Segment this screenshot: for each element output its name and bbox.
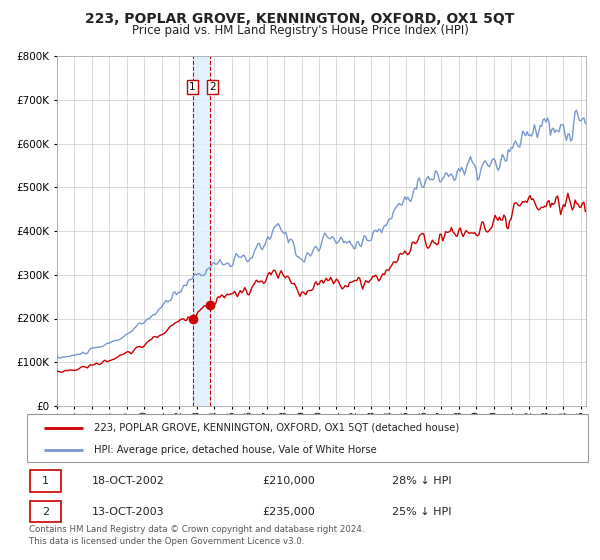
FancyBboxPatch shape <box>30 470 61 492</box>
Text: 13-OCT-2003: 13-OCT-2003 <box>92 507 164 517</box>
Text: 2: 2 <box>41 507 49 517</box>
Text: 1: 1 <box>42 476 49 486</box>
Text: Price paid vs. HM Land Registry's House Price Index (HPI): Price paid vs. HM Land Registry's House … <box>131 24 469 38</box>
FancyBboxPatch shape <box>27 414 588 462</box>
Text: 223, POPLAR GROVE, KENNINGTON, OXFORD, OX1 5QT: 223, POPLAR GROVE, KENNINGTON, OXFORD, O… <box>85 12 515 26</box>
Text: £210,000: £210,000 <box>263 476 316 486</box>
FancyBboxPatch shape <box>30 501 61 522</box>
Text: £235,000: £235,000 <box>263 507 316 517</box>
Bar <box>193 56 211 406</box>
Text: 223, POPLAR GROVE, KENNINGTON, OXFORD, OX1 5QT (detached house): 223, POPLAR GROVE, KENNINGTON, OXFORD, O… <box>94 423 460 433</box>
Text: 28% ↓ HPI: 28% ↓ HPI <box>392 476 451 486</box>
Text: 18-OCT-2002: 18-OCT-2002 <box>92 476 164 486</box>
Text: 1: 1 <box>189 82 196 92</box>
Text: HPI: Average price, detached house, Vale of White Horse: HPI: Average price, detached house, Vale… <box>94 445 377 455</box>
Text: 25% ↓ HPI: 25% ↓ HPI <box>392 507 451 517</box>
Text: Contains HM Land Registry data © Crown copyright and database right 2024.
This d: Contains HM Land Registry data © Crown c… <box>29 525 364 546</box>
Text: 2: 2 <box>209 82 216 92</box>
